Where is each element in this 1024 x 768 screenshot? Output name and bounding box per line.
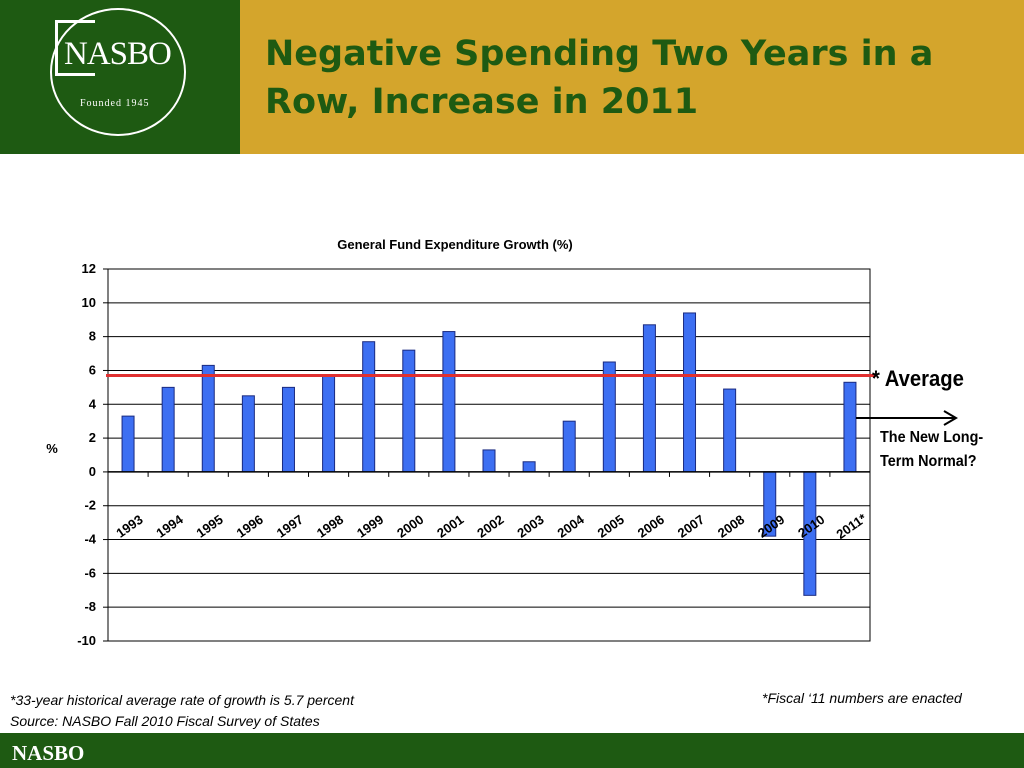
bar-2000 (402, 349, 416, 473)
bar-1993 (121, 415, 135, 473)
right-arrow-icon (856, 410, 958, 426)
bar-1999 (362, 341, 376, 473)
y-tick-label: 2 (89, 430, 96, 445)
bar-2001 (442, 331, 456, 473)
y-tick-label: 12 (82, 261, 96, 276)
footer-label: NASBO (12, 741, 85, 765)
nasbo-logo-frame (55, 20, 95, 76)
new-normal-line-2: Term Normal? (880, 453, 977, 470)
nasbo-logo-text: NASBO (64, 36, 172, 72)
bar-2002 (482, 449, 496, 473)
header-title-panel (240, 0, 1024, 154)
new-normal-line-1: The New Long- (880, 429, 984, 446)
footnotes-left: *33-year historical average rate of grow… (10, 690, 354, 732)
expenditure-growth-chart: General Fund Expenditure Growth (%) % 12… (46, 237, 876, 648)
bar-2005 (602, 361, 616, 473)
bar-2011 (843, 381, 857, 473)
fiscal-footnote: *Fiscal ‘11 numbers are enacted (762, 690, 962, 706)
chart-y-axis-label: % (46, 441, 58, 456)
bar-1997 (281, 386, 295, 473)
nasbo-logo-circle (50, 8, 186, 136)
average-footnote: *33-year historical average rate of grow… (10, 692, 354, 708)
y-tick-label: 8 (89, 329, 96, 344)
source-footnote: Source: NASBO Fall 2010 Fiscal Survey of… (10, 713, 320, 729)
y-tick-label: 6 (89, 362, 96, 377)
chart-title: General Fund Expenditure Growth (%) (337, 237, 572, 252)
y-tick-label: 4 (89, 396, 97, 411)
y-tick-label: 0 (89, 464, 96, 479)
slide-title: Negative Spending Two Years in a Row, In… (265, 34, 934, 122)
bar-2008 (723, 388, 737, 473)
new-normal-note: The New Long- Term Normal? (880, 426, 983, 474)
footer-bar (0, 733, 1024, 768)
y-tick-label: -8 (84, 599, 96, 614)
bar-2006 (642, 324, 656, 473)
average-label: * Average (872, 366, 964, 391)
bar-1995 (201, 364, 215, 473)
y-tick-label: -10 (77, 633, 96, 648)
nasbo-founded-text: Founded 1945 (80, 98, 150, 109)
bar-2007 (683, 312, 697, 473)
y-tick-label: -2 (84, 498, 96, 513)
y-tick-label: -4 (84, 532, 96, 547)
y-tick-label: 10 (82, 295, 96, 310)
bar-1998 (322, 375, 336, 473)
bar-1996 (241, 395, 255, 473)
bar-2004 (562, 420, 576, 473)
y-tick-label: -6 (84, 565, 96, 580)
bar-1994 (161, 386, 175, 473)
bar-2003 (522, 461, 536, 473)
chart-axes (103, 268, 871, 642)
